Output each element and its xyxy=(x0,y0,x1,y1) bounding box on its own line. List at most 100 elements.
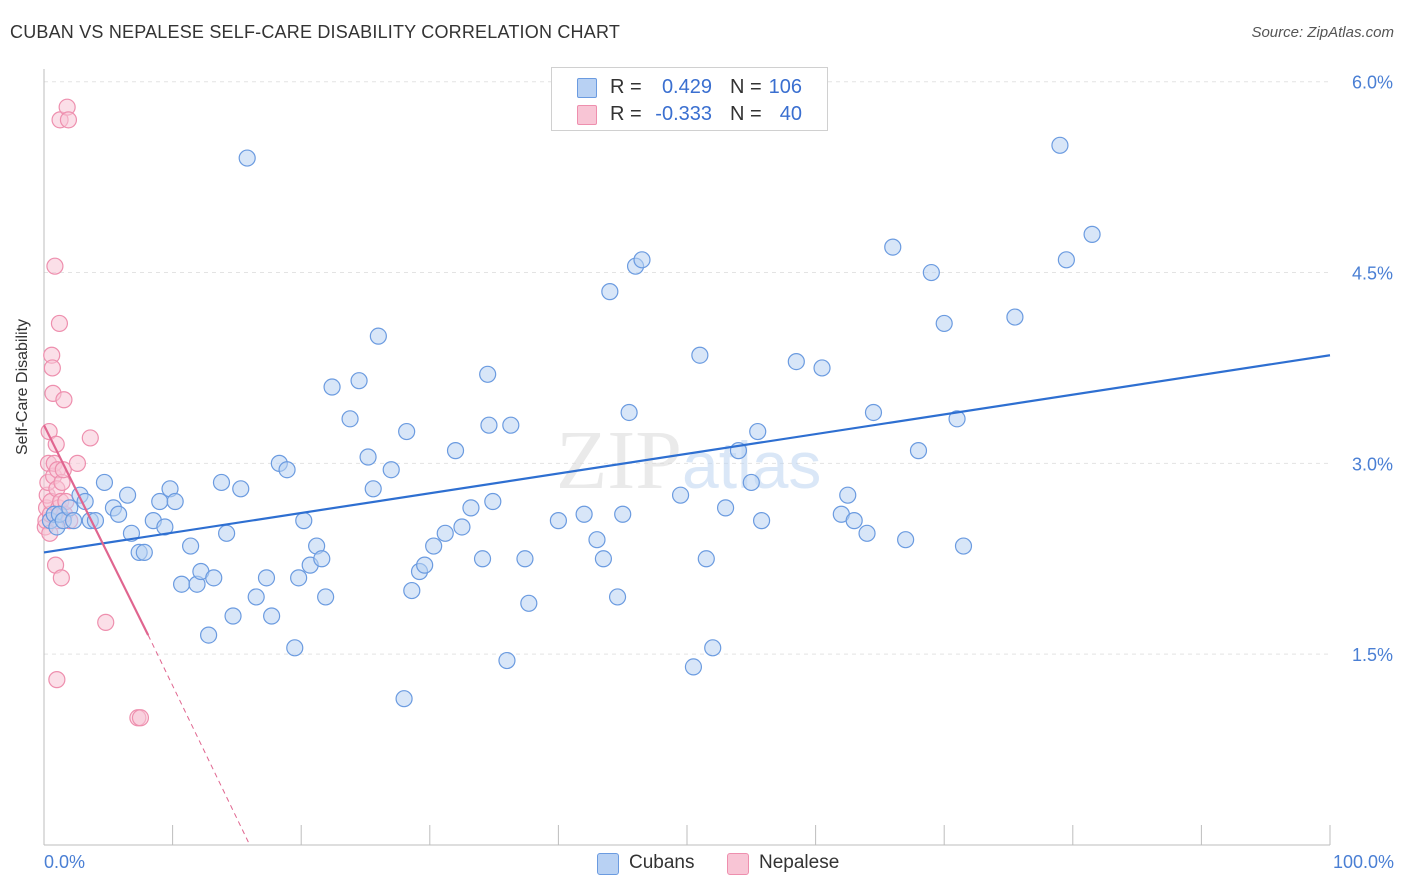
nepalese-point xyxy=(97,613,115,631)
r-value: -0.333 xyxy=(655,103,712,125)
cubans-point xyxy=(278,461,296,479)
cubans-point xyxy=(845,512,863,530)
nepalese-trend-extension xyxy=(147,634,251,846)
trend-lines xyxy=(43,354,1331,846)
cubans-point xyxy=(1083,225,1101,243)
cubans-point xyxy=(948,410,966,428)
legend-row-nepalese: R = -0.333 N = 40 xyxy=(552,103,827,127)
cubans-point xyxy=(588,531,606,549)
cubans-point xyxy=(205,569,223,587)
cubans-point xyxy=(317,588,335,606)
cubans-point xyxy=(364,480,382,498)
cubans-point xyxy=(473,550,492,568)
r-value: 0.429 xyxy=(661,76,712,98)
n-label: N = xyxy=(730,103,762,125)
nepalese-swatch xyxy=(727,853,749,875)
cubans-point xyxy=(462,499,480,517)
cubans-point xyxy=(608,588,627,606)
cubans-point xyxy=(200,626,218,644)
cubans-point xyxy=(313,550,331,568)
cubans-point xyxy=(86,512,105,530)
cubans-point xyxy=(633,251,651,269)
cubans-point xyxy=(135,543,153,562)
legend-label-nepalese: Nepalese xyxy=(759,852,840,873)
cubans-swatch xyxy=(597,853,619,875)
cubans-point xyxy=(212,473,231,492)
n-value: 40 xyxy=(779,103,802,125)
cubans-point xyxy=(716,499,735,517)
cubans-point xyxy=(341,410,359,428)
cubans-point xyxy=(95,473,114,492)
nepalese-point xyxy=(50,314,69,333)
cubans-point xyxy=(575,505,593,523)
cubans-point xyxy=(416,556,434,574)
cubans-point xyxy=(480,416,498,434)
cubans-point xyxy=(935,314,953,333)
cubans-point xyxy=(864,403,883,422)
cubans-point xyxy=(403,581,421,600)
nepalese-points xyxy=(36,98,150,727)
cubans-point xyxy=(839,486,857,504)
nepalese-swatch xyxy=(577,105,597,125)
cubans-point xyxy=(359,448,377,466)
watermark: ZIPatlas xyxy=(556,414,821,507)
cubans-point xyxy=(109,505,128,523)
nepalese-point xyxy=(68,454,87,472)
y-tick-label: 4.5% xyxy=(1352,264,1393,284)
n-label: N = xyxy=(730,76,762,98)
cubans-point xyxy=(742,473,760,492)
cubans-point xyxy=(446,442,465,460)
cubans-point xyxy=(166,492,184,511)
cubans-point xyxy=(247,588,265,606)
cubans-point xyxy=(238,149,256,167)
cubans-point xyxy=(295,512,313,530)
cubans-point xyxy=(594,550,613,568)
cubans-point xyxy=(1057,251,1075,269)
cubans-point xyxy=(954,537,973,555)
cubans-point xyxy=(484,492,502,511)
cubans-point xyxy=(502,416,520,434)
cubans-point xyxy=(286,639,304,657)
cubans-point xyxy=(173,575,191,593)
nepalese-point xyxy=(59,111,78,129)
chart-title: CUBAN VS NEPALESE SELF-CARE DISABILITY C… xyxy=(10,22,621,42)
cubans-point xyxy=(704,639,722,657)
cubans-point xyxy=(601,283,619,301)
y-tick-label: 3.0% xyxy=(1352,454,1393,474)
cubans-point xyxy=(691,346,709,364)
nepalese-point xyxy=(48,671,66,689)
cubans-point xyxy=(1006,308,1024,326)
nepalese-point xyxy=(46,257,64,275)
r-label: R = xyxy=(610,103,642,125)
cubans-point xyxy=(479,365,497,383)
cubans-point xyxy=(684,658,703,676)
nepalese-point xyxy=(131,709,150,727)
r-label: R = xyxy=(610,76,642,98)
cubans-point xyxy=(382,461,400,479)
y-tick-labels: 1.5% 3.0% 4.5% 6.0% xyxy=(1352,73,1393,665)
gridlines xyxy=(44,81,1330,655)
cubans-point xyxy=(232,480,250,498)
cubans-point xyxy=(697,550,715,568)
x-tick-min: 0.0% xyxy=(44,852,86,872)
cubans-point xyxy=(671,486,690,504)
cubans-point xyxy=(516,550,534,568)
cubans-point xyxy=(263,607,281,625)
cubans-point xyxy=(395,690,413,708)
cubans-point xyxy=(614,505,632,523)
cubans-point xyxy=(787,352,805,371)
cubans-point xyxy=(182,537,200,555)
cubans-point xyxy=(425,537,443,555)
legend-label-cubans: Cubans xyxy=(629,852,695,873)
cubans-swatch xyxy=(577,78,597,98)
cubans-point xyxy=(257,569,276,587)
cubans-point xyxy=(224,607,242,625)
cubans-point xyxy=(922,263,940,282)
nepalese-point xyxy=(52,569,70,587)
cubans-point xyxy=(64,512,83,530)
cubans-point xyxy=(398,422,416,441)
cubans-point xyxy=(884,238,902,256)
x-tick-max: 100.0% xyxy=(1332,852,1394,872)
cubans-point xyxy=(549,512,568,530)
